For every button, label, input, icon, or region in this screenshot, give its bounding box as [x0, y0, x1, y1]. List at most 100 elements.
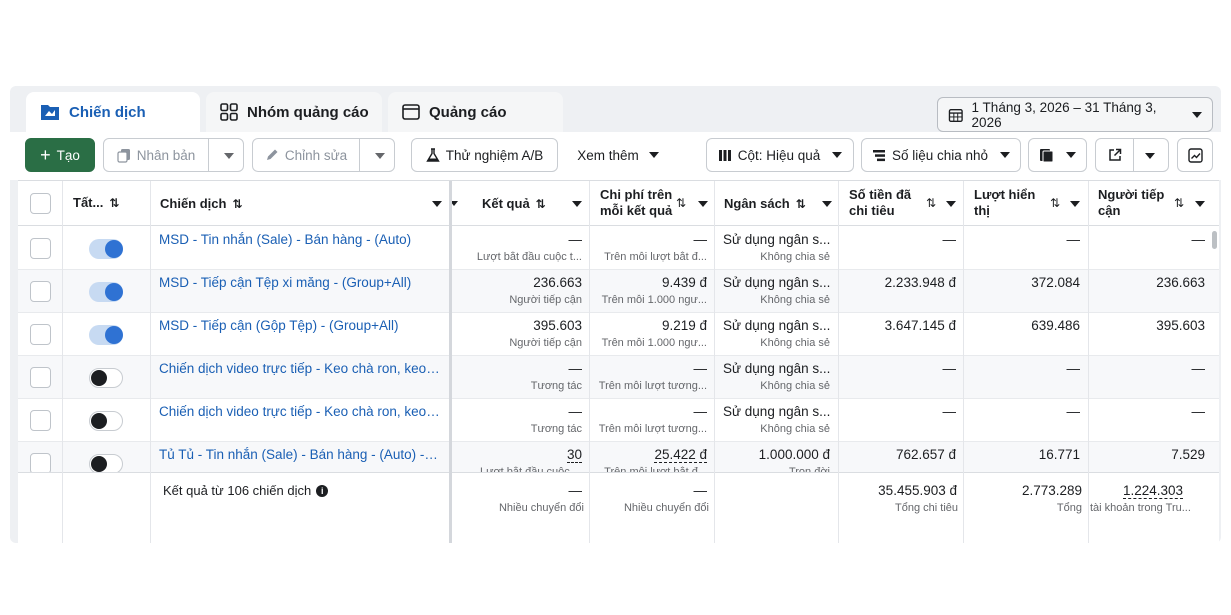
edit-main[interactable]: Chỉnh sửa [253, 139, 360, 171]
campaign-name-link[interactable]: MSD - Tin nhắn (Sale) - Bán hàng - (Auto… [159, 232, 412, 247]
campaign-toggle[interactable] [89, 411, 123, 431]
budget-value: Sử dụng ngân s... [723, 404, 831, 419]
row-checkbox[interactable] [30, 367, 51, 388]
tab-ads-label: Quảng cáo [429, 103, 507, 121]
table-row[interactable]: MSD - Tiếp cận (Gộp Tệp) - (Group+All) 39… [18, 313, 1219, 356]
table-row[interactable]: Chiến dịch video trực tiếp - Keo chà ron… [18, 399, 1219, 442]
sort-icon[interactable]: ⇅ [676, 196, 687, 210]
duplicate-button[interactable]: Nhân bản [103, 138, 244, 172]
sort-icon[interactable]: ⇅ [1050, 196, 1061, 210]
tab-campaigns[interactable]: Chiến dịch [26, 92, 200, 132]
reach-value: — [1191, 361, 1206, 376]
export-icon [1108, 148, 1121, 161]
create-button[interactable]: + Tạo [25, 138, 95, 172]
campaign-toggle[interactable] [89, 282, 123, 302]
column-divider [150, 181, 151, 543]
header-campaign[interactable]: Chiến dịch ⇅ [160, 196, 243, 211]
header-budget[interactable]: Ngân sách ⇅ [724, 196, 806, 211]
row-checkbox[interactable] [30, 238, 51, 259]
column-divider [62, 181, 63, 543]
date-range-picker[interactable]: 1 Tháng 3, 2026 – 31 Tháng 3, 2026 [937, 97, 1213, 132]
results-value: — [568, 232, 583, 247]
header-results[interactable]: Kết quả ⇅ [482, 196, 546, 211]
header-amount-spent[interactable]: Số tiền đã chi tiêu [849, 187, 912, 218]
sort-icon[interactable]: ⇅ [1174, 196, 1185, 210]
budget-value: 1.000.000 đ [758, 447, 830, 462]
table-row[interactable]: Chiến dịch video trực tiếp - Keo chà ron… [18, 356, 1219, 399]
table-row[interactable]: MSD - Tin nhắn (Sale) - Bán hàng - (Auto… [18, 227, 1219, 270]
footer-results-sub: Nhiều chuyển đổi [498, 502, 584, 514]
header-cost-per-result[interactable]: Chi phí trên mỗi kết quả [600, 187, 673, 218]
edit-dropdown-icon[interactable] [375, 153, 385, 159]
campaign-toggle[interactable] [89, 454, 123, 474]
campaign-name-link[interactable]: MSD - Tiếp cận Tệp xi măng - (Group+All) [159, 275, 412, 290]
reports-button[interactable] [1028, 138, 1087, 172]
columns-label: Cột: Hiệu quả [737, 147, 821, 163]
cost-column-menu-icon[interactable] [698, 201, 708, 207]
frozen-column-divider[interactable] [449, 181, 452, 543]
chevron-down-icon [1066, 152, 1076, 158]
edit-label: Chỉnh sửa [284, 147, 348, 163]
duplicate-main[interactable]: Nhân bản [104, 139, 209, 171]
footer-spent: 35.455.903 đ [878, 483, 957, 498]
chevron-down-icon [1192, 111, 1202, 118]
results-column-menu-icon[interactable] [572, 201, 582, 207]
tab-adsets[interactable]: Nhóm quảng cáo [206, 92, 382, 132]
footer-reach: 1.224.303 [1123, 483, 1184, 499]
select-all-checkbox[interactable] [30, 193, 51, 214]
see-more-button[interactable]: Xem thêm [568, 138, 668, 172]
campaign-name-link[interactable]: Chiến dịch video trực tiếp - Keo chà ron… [159, 361, 441, 376]
column-resize-menu-icon[interactable] [450, 201, 458, 206]
chart-button[interactable] [1177, 138, 1213, 172]
amount-spent-value: 3.647.145 đ [884, 318, 956, 333]
table-row[interactable]: MSD - Tiếp cận Tệp xi măng - (Group+All)… [18, 270, 1219, 313]
reach-value: 395.603 [1156, 318, 1205, 333]
campaign-name-link[interactable]: Tủ Tủ - Tin nhắn (Sale) - Bán hàng - (Au… [159, 447, 441, 462]
campaign-toggle[interactable] [89, 325, 123, 345]
info-icon[interactable]: i [316, 484, 329, 497]
date-range-label: 1 Tháng 3, 2026 – 31 Tháng 3, 2026 [971, 99, 1157, 130]
sort-icon: ⇅ [232, 196, 243, 211]
breakdown-button[interactable]: Số liệu chia nhỏ [861, 138, 1021, 172]
duplicate-dropdown-icon[interactable] [224, 153, 234, 159]
campaign-toggle[interactable] [89, 239, 123, 259]
table-scrollbar[interactable] [1212, 231, 1217, 249]
report-book-icon [1040, 148, 1054, 162]
sort-icon[interactable]: ⇅ [926, 196, 937, 210]
campaign-name-link[interactable]: Chiến dịch video trực tiếp - Keo chà ron… [159, 404, 441, 419]
columns-button[interactable]: Cột: Hiệu quả [706, 138, 854, 172]
row-checkbox[interactable] [30, 453, 51, 474]
ab-test-button[interactable]: Thử nghiệm A/B [411, 138, 558, 172]
export-dropdown-icon[interactable] [1145, 153, 1155, 159]
impressions-column-menu-icon[interactable] [1070, 201, 1080, 207]
row-checkbox[interactable] [30, 410, 51, 431]
campaign-name-link[interactable]: MSD - Tiếp cận (Gộp Tệp) - (Group+All) [159, 318, 399, 333]
ab-test-label: Thử nghiệm A/B [445, 147, 544, 163]
header-impressions[interactable]: Lượt hiển thị [974, 187, 1036, 218]
header-reach[interactable]: Người tiếp cận [1098, 187, 1165, 218]
amount-spent-value: — [942, 232, 957, 247]
impressions-value: 16.771 [1038, 447, 1080, 462]
reach-column-menu-icon[interactable] [1195, 201, 1205, 207]
sort-icon: ⇅ [795, 196, 806, 211]
campaign-toggle[interactable] [89, 368, 123, 388]
tab-ads[interactable]: Quảng cáo [388, 92, 563, 132]
cost-subtext: Trên mỗi 1.000 ngư... [601, 337, 707, 349]
header-all[interactable]: Tất... ⇅ [73, 195, 120, 210]
footer-cost-sub: Nhiều chuyển đổi [623, 502, 709, 514]
spent-column-menu-icon[interactable] [946, 201, 956, 207]
toggle-knob [105, 240, 123, 258]
plus-icon: + [40, 145, 51, 165]
table-header: Tất... ⇅ Chiến dịch ⇅ Kết quả ⇅ Chi phí trê… [18, 181, 1219, 226]
budget-value: Sử dụng ngân s... [723, 318, 831, 333]
duplicate-label: Nhân bản [136, 147, 196, 163]
row-checkbox[interactable] [30, 324, 51, 345]
budget-column-menu-icon[interactable] [822, 201, 832, 207]
edit-button[interactable]: Chỉnh sửa [252, 138, 395, 172]
row-checkbox[interactable] [30, 281, 51, 302]
columns-icon [718, 149, 731, 161]
export-main[interactable] [1096, 139, 1134, 171]
campaign-column-menu-icon[interactable] [432, 201, 442, 207]
export-button[interactable] [1095, 138, 1169, 172]
cost-subtext: Trên mỗi lượt tương... [598, 380, 707, 392]
